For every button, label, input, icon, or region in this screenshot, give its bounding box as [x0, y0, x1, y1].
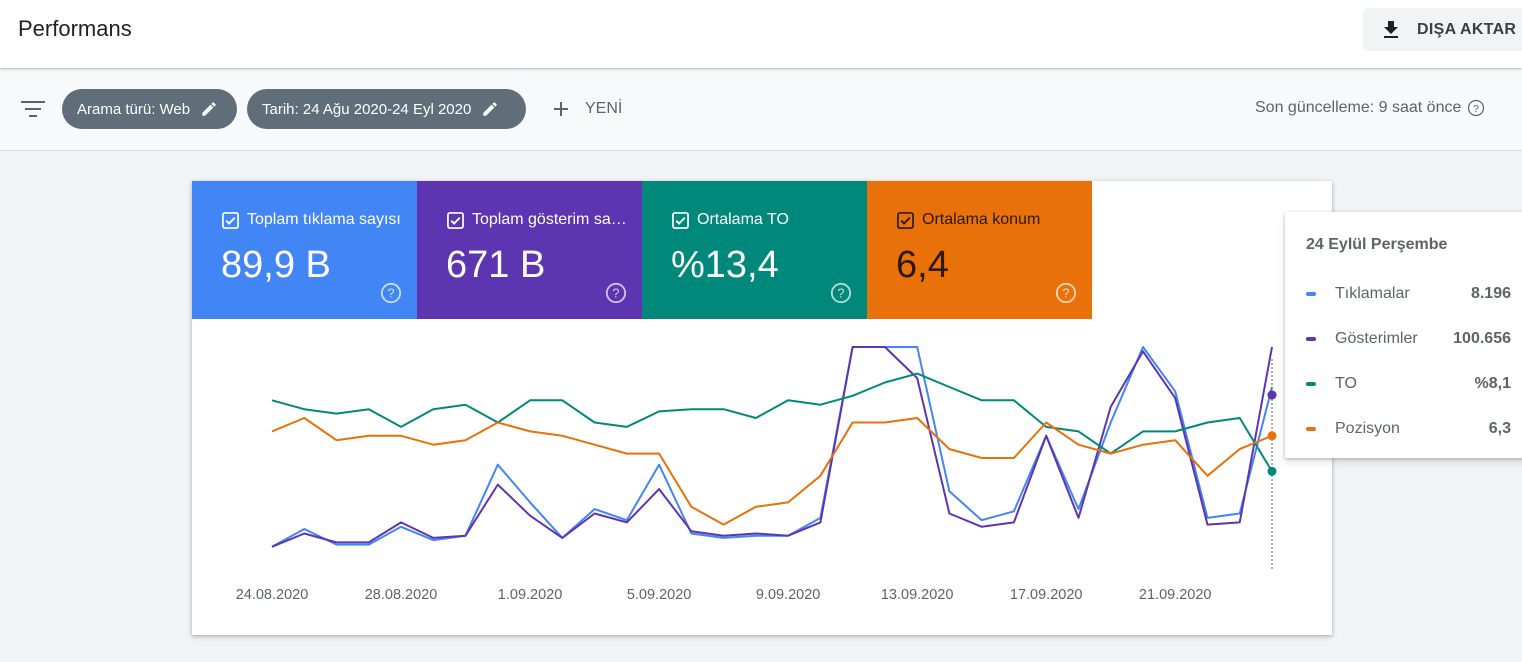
x-tick-label: 21.09.2020	[1139, 587, 1212, 603]
download-icon	[1384, 20, 1398, 38]
metric-label: Ortalama konum	[922, 211, 1041, 228]
metric-ctr[interactable]: Ortalama TO %13,4 ?	[642, 181, 867, 319]
tooltip-series-name: Gösterimler	[1335, 330, 1418, 347]
metric-impressions[interactable]: Toplam gösterim sayısı 671 B ?	[417, 181, 642, 319]
help-icon[interactable]: ?	[380, 282, 402, 304]
metric-label: Toplam gösterim sayısı	[472, 211, 632, 228]
new-filter-button[interactable]: YENİ	[549, 97, 622, 121]
tooltip-series-value: 6,3	[1488, 420, 1511, 437]
help-icon[interactable]: ?	[830, 282, 852, 304]
page-title: Performans	[18, 16, 132, 41]
export-button[interactable]: DIŞA AKTAR	[1363, 8, 1522, 51]
tooltip-swatch	[1306, 337, 1316, 341]
hover-point-1	[1267, 390, 1277, 400]
metric-label: Ortalama TO	[697, 211, 789, 228]
x-tick-label: 1.09.2020	[498, 587, 563, 603]
metric-clicks[interactable]: Toplam tıklama sayısı 89,9 B ?	[192, 181, 417, 319]
chart-tooltip: 24 Eylül Perşembe Tıklamalar 8.196 Gösteri…	[1285, 212, 1522, 458]
metric-label: Toplam tıklama sayısı	[247, 211, 401, 228]
svg-text:?: ?	[612, 286, 619, 301]
tooltip-swatch	[1306, 382, 1316, 386]
metric-value: %13,4	[671, 244, 779, 286]
tooltip-series-name: Pozisyon	[1335, 420, 1400, 437]
search-type-chip-label: Arama türü: Web	[77, 100, 191, 118]
help-icon[interactable]: ?	[605, 282, 627, 304]
metric-position[interactable]: Ortalama konum 6,4 ?	[867, 181, 1092, 319]
last-update-text: Son güncelleme: 9 saat önce ?	[1255, 99, 1485, 117]
svg-text:?: ?	[837, 286, 844, 301]
x-tick-label: 28.08.2020	[365, 587, 438, 603]
x-tick-label: 17.09.2020	[1010, 587, 1083, 603]
tooltip-series-name: TO	[1335, 375, 1357, 392]
tooltip-series-value: %8,1	[1474, 375, 1511, 392]
svg-text:?: ?	[387, 286, 394, 301]
help-icon[interactable]: ?	[1467, 99, 1485, 117]
hover-point-3	[1267, 431, 1277, 441]
svg-text:?: ?	[1062, 286, 1069, 301]
checkbox-checked-icon[interactable]	[447, 212, 464, 229]
help-icon[interactable]: ?	[1055, 282, 1077, 304]
series-line-0	[271, 346, 1273, 548]
tooltip-title: 24 Eylül Perşembe	[1306, 236, 1448, 253]
x-tick-label: 9.09.2020	[756, 587, 821, 603]
new-filter-label: YENİ	[585, 100, 623, 117]
filter-bar: Arama türü: Web Tarih: 24 Ağu 2020-24 Ey…	[0, 69, 1522, 151]
search-type-chip[interactable]: Arama türü: Web	[62, 89, 237, 129]
filter-icon[interactable]	[20, 97, 46, 121]
date-chip-label: Tarih: 24 Ağu 2020-24 Eyl 2020	[262, 100, 472, 118]
metric-value: 6,4	[896, 244, 949, 286]
tooltip-swatch	[1306, 292, 1316, 296]
tooltip-row: Tıklamalar 8.196	[1306, 282, 1511, 306]
export-label: DIŞA AKTAR	[1417, 20, 1517, 38]
tooltip-swatch	[1306, 427, 1316, 431]
checkbox-checked-icon[interactable]	[672, 212, 689, 229]
metric-value: 671 B	[446, 244, 546, 286]
tooltip-row: Gösterimler 100.656	[1306, 327, 1511, 351]
tooltip-series-name: Tıklamalar	[1335, 285, 1410, 302]
tooltip-series-value: 8.196	[1470, 285, 1511, 302]
tooltip-row: Pozisyon 6,3	[1306, 417, 1511, 441]
series-line-2	[271, 372, 1273, 472]
tooltip-series-value: 100.656	[1453, 330, 1511, 347]
date-chip[interactable]: Tarih: 24 Ağu 2020-24 Eyl 2020	[247, 89, 526, 129]
plus-icon	[554, 102, 568, 116]
edit-icon	[483, 102, 498, 116]
checkbox-checked-icon[interactable]	[222, 212, 239, 229]
x-tick-label: 24.08.2020	[236, 587, 309, 603]
svg-text:?: ?	[1473, 103, 1479, 115]
last-update-label: Son güncelleme: 9 saat önce	[1255, 99, 1462, 116]
tooltip-row: TO %8,1	[1306, 372, 1511, 396]
checkbox-checked-icon[interactable]	[897, 212, 914, 229]
series-line-1	[271, 346, 1273, 548]
x-tick-label: 5.09.2020	[627, 587, 692, 603]
edit-icon	[202, 102, 216, 116]
metric-value: 89,9 B	[221, 244, 331, 286]
performance-chart[interactable]: 24.08.2020 28.08.2020 1.09.2020 5.09.2020 9.…	[192, 319, 1332, 635]
top-app-bar: Performans DIŞA AKTAR	[0, 0, 1522, 68]
x-tick-label: 13.09.2020	[881, 587, 954, 603]
series-line-3	[271, 417, 1273, 526]
performance-card: Toplam tıklama sayısı 89,9 B ? Toplam gö…	[192, 181, 1332, 635]
hover-point-2	[1267, 466, 1277, 476]
